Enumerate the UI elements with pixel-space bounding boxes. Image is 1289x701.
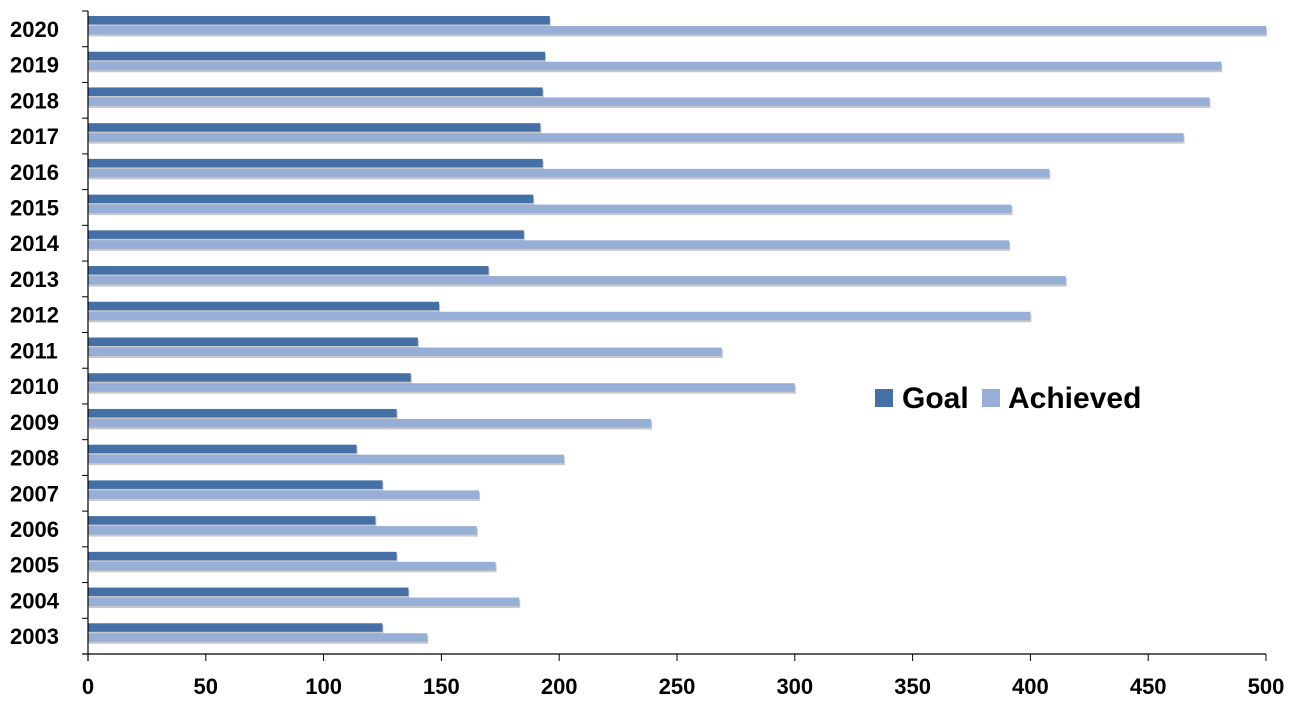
- bar-goal-2011: [88, 337, 418, 346]
- y-tick-label: 2004: [10, 588, 60, 613]
- bar-goal-2020: [88, 16, 550, 25]
- legend-label-achieved: Achieved: [1008, 382, 1141, 415]
- x-tick-label: 200: [541, 674, 578, 699]
- y-tick-label: 2008: [10, 446, 59, 471]
- bar-achieved-2003: [88, 633, 428, 642]
- bar-goal-2016: [88, 158, 543, 168]
- bar-achieved-2012: [88, 311, 1031, 321]
- x-tick-label: 100: [305, 674, 342, 699]
- x-tick-label: 300: [776, 674, 813, 699]
- bar-achieved-2004: [88, 597, 520, 607]
- bar-achieved-2016: [88, 168, 1050, 178]
- x-tick-label: 350: [894, 674, 931, 699]
- bar-goal-2005: [88, 551, 397, 561]
- x-tick-label: 0: [82, 674, 94, 699]
- y-tick-label: 2012: [10, 303, 59, 328]
- bar-goal-2014: [88, 230, 524, 239]
- bar-goal-2018: [88, 87, 543, 96]
- bar-achieved-2015: [88, 204, 1012, 214]
- bar-goal-2007: [88, 480, 383, 489]
- y-tick-label: 2014: [10, 231, 60, 256]
- legend-label-goal: Goal: [902, 382, 969, 415]
- bar-achieved-2009: [88, 418, 652, 428]
- bar-achieved-2006: [88, 526, 477, 535]
- bar-achieved-2005: [88, 561, 496, 571]
- bar-goal-2009: [88, 408, 397, 418]
- y-tick-label: 2005: [10, 553, 59, 578]
- y-tick-label: 2013: [10, 267, 59, 292]
- bar-achieved-2018: [88, 97, 1210, 106]
- bar-goal-2019: [88, 51, 546, 61]
- y-tick-label: 2003: [10, 624, 59, 649]
- bar-achieved-2010: [88, 383, 795, 392]
- y-tick-label: 2017: [10, 124, 59, 149]
- bar-goal-2003: [88, 623, 383, 632]
- bar-goal-2006: [88, 516, 376, 525]
- bar-achieved-2014: [88, 240, 1010, 249]
- x-tick-label: 250: [659, 674, 696, 699]
- axes-layer: 2020 2019 2018 2017 2016 2015 2014 2013 2012 2011…: [10, 10, 1285, 699]
- y-tick-label: 2019: [10, 53, 59, 78]
- bar-achieved-2011: [88, 347, 722, 356]
- x-tick-label: 450: [1130, 674, 1167, 699]
- y-tick-label: 2009: [10, 410, 59, 435]
- y-tick-label: 2010: [10, 374, 59, 399]
- bar-goal-2015: [88, 194, 534, 204]
- legend: Goal Achieved: [875, 382, 1141, 415]
- bar-achieved-2007: [88, 490, 480, 499]
- x-tick-label: 50: [194, 674, 218, 699]
- bar-achieved-2020: [88, 26, 1266, 35]
- x-tick-label: 150: [423, 674, 460, 699]
- bar-achieved-2017: [88, 133, 1184, 142]
- bar-goal-2010: [88, 373, 411, 382]
- bar-achieved-2008: [88, 454, 564, 464]
- bar-achieved-2019: [88, 61, 1222, 71]
- bar-achieved-2013: [88, 276, 1066, 285]
- legend-swatch-goal: [875, 389, 893, 407]
- legend-swatch-achieved: [982, 389, 1000, 407]
- y-tick-label: 2007: [10, 481, 59, 506]
- bar-goal-2008: [88, 444, 357, 454]
- y-tick-label: 2006: [10, 517, 59, 542]
- bar-goal-2013: [88, 266, 489, 275]
- y-tick-label: 2016: [10, 160, 59, 185]
- bar-goal-2012: [88, 301, 440, 311]
- bars-layer: [88, 16, 1267, 644]
- bar-goal-2017: [88, 123, 541, 132]
- x-tick-label: 400: [1012, 674, 1049, 699]
- y-tick-label: 2011: [10, 338, 58, 363]
- y-tick-label: 2020: [10, 17, 59, 42]
- x-tick-label: 500: [1248, 674, 1285, 699]
- y-tick-label: 2015: [10, 195, 59, 220]
- bar-goal-2004: [88, 587, 409, 597]
- y-tick-label: 2018: [10, 88, 59, 113]
